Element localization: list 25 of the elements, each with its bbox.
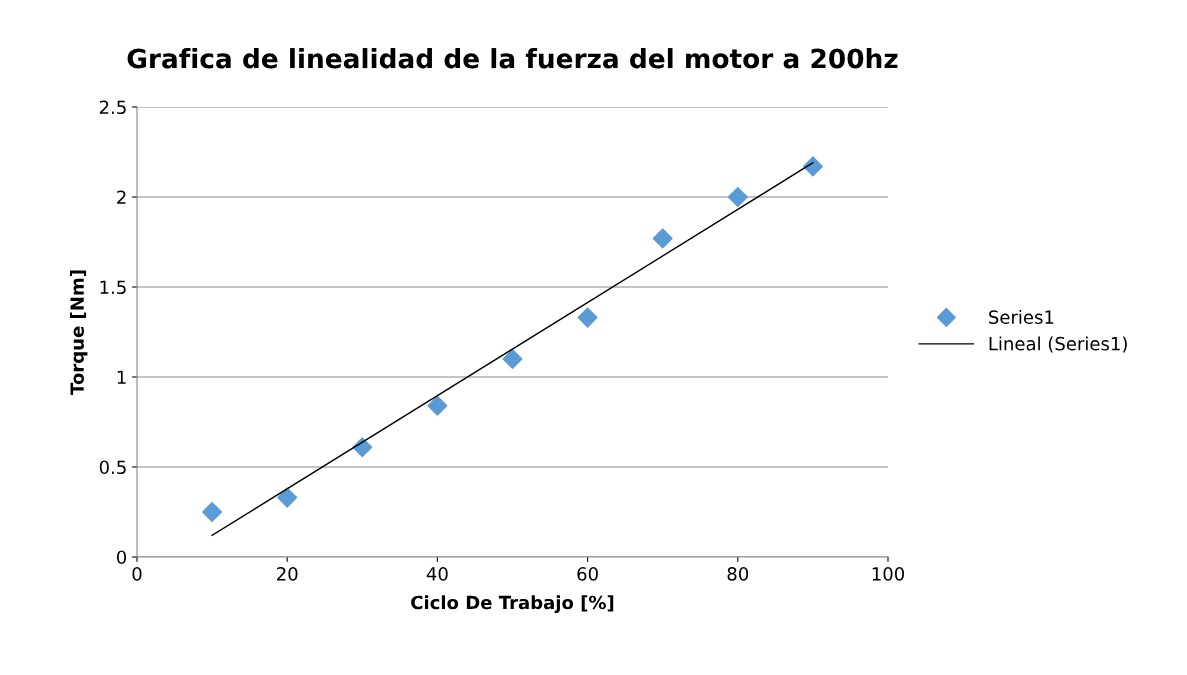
point [652, 228, 673, 249]
legend-label: Series1 [989, 310, 1054, 324]
point [802, 156, 823, 177]
y-tick-label: 0.5 [99, 460, 126, 475]
x-tick-label: 0 [132, 567, 142, 581]
y-tick-label: 1.5 [100, 280, 126, 295]
x-tick-label: 80 [727, 567, 749, 581]
point [502, 348, 523, 370]
x-tick-label: 40 [426, 567, 448, 581]
chart-title: Grafica de linealidad de la fuerza del motor a 200hz [127, 48, 898, 69]
x-tick-label: 60 [577, 567, 598, 581]
y-tick-label: 2.5 [99, 100, 126, 115]
x-axis-title: Ciclo De Trabajo [%] [411, 595, 614, 613]
y-tick-label: 1 [117, 370, 126, 384]
y-tick-label: 0 [116, 550, 127, 565]
point [427, 395, 448, 416]
legend-label: Lineal (Series1) [989, 336, 1127, 353]
y-tick-label: 2 [117, 190, 126, 204]
x-tick-label: 100 [872, 567, 905, 581]
point [202, 501, 223, 523]
point [727, 186, 748, 208]
x-tick-label: 20 [277, 567, 298, 581]
point [277, 487, 298, 508]
y-axis-title: Torque [Nm] [69, 270, 88, 395]
point [577, 307, 598, 328]
